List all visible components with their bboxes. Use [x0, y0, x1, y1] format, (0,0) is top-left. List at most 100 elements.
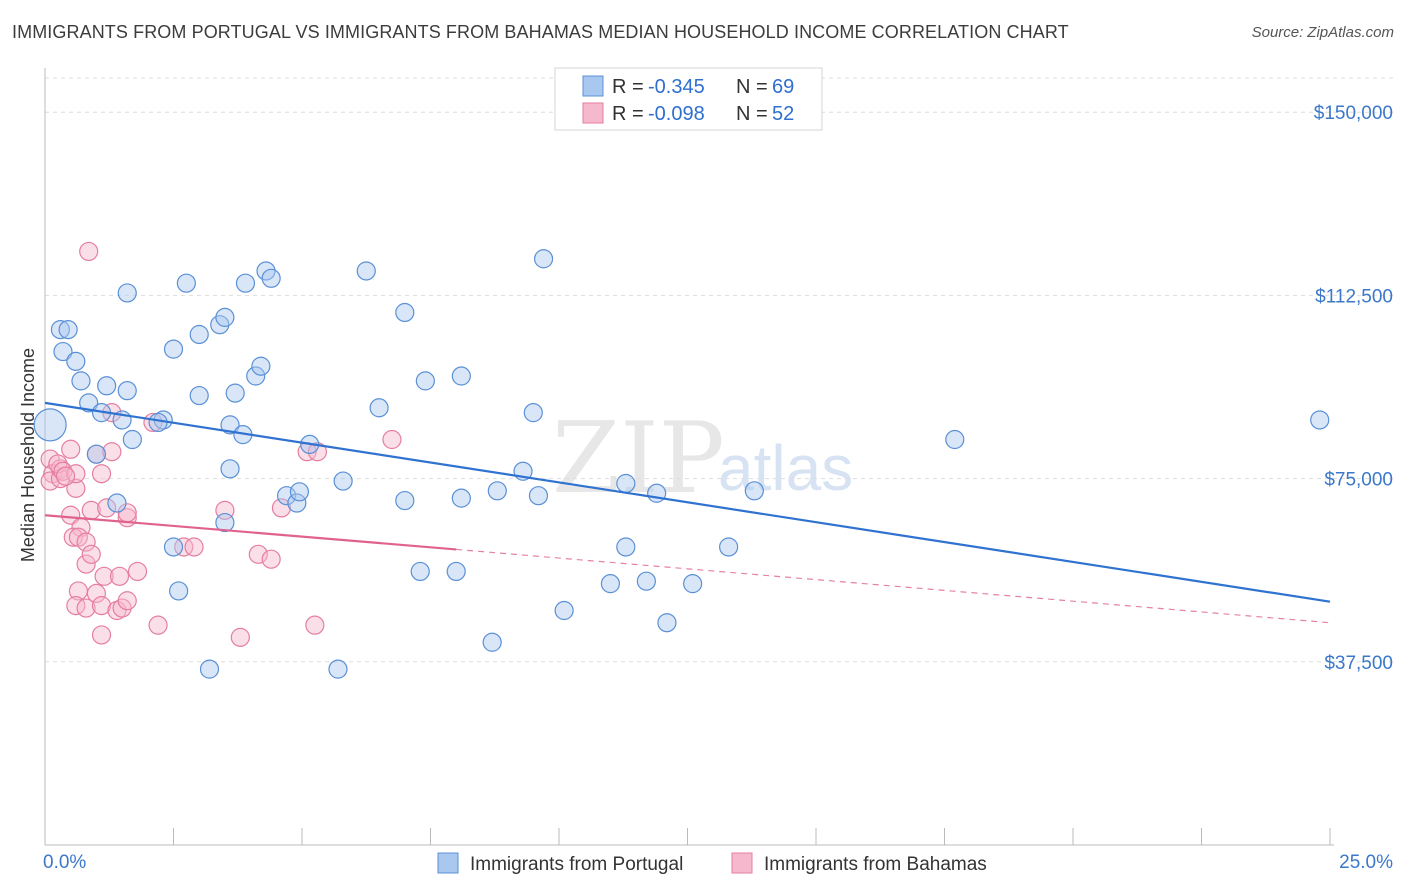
legend-r-value-portugal: -0.345: [648, 76, 705, 98]
point-portugal: [189, 385, 209, 406]
series-bahamas-points: [40, 241, 402, 647]
point-portugal: [528, 486, 549, 506]
point-portugal: [636, 571, 656, 591]
point-portugal: [616, 473, 636, 494]
point-portugal: [945, 429, 965, 450]
point-portugal: [657, 613, 677, 633]
point-bahamas: [107, 600, 127, 621]
point-bahamas: [305, 615, 325, 635]
legend-swatch-portugal: [582, 75, 604, 97]
legend-r-label-bahamas: R =: [612, 103, 644, 125]
point-portugal: [50, 319, 71, 340]
point-bahamas: [79, 241, 99, 262]
point-portugal: [276, 486, 297, 506]
point-bahamas: [174, 537, 194, 557]
series-portugal-points: [33, 249, 1330, 679]
point-bahamas: [76, 598, 96, 618]
point-portugal: [1310, 410, 1330, 430]
trend-line-portugal: [44, 401, 1331, 603]
point-portugal: [616, 537, 636, 557]
point-portugal: [215, 512, 235, 533]
point-bahamas: [230, 627, 250, 647]
point-portugal: [225, 383, 245, 403]
trend-line-bahamas-extension: [456, 548, 1331, 624]
point-portugal: [71, 371, 91, 391]
point-bahamas: [94, 566, 114, 586]
source-link[interactable]: ZipAtlas.com: [1307, 24, 1394, 41]
point-portugal: [289, 482, 310, 502]
point-portugal: [415, 371, 435, 391]
point-bahamas: [81, 544, 101, 564]
point-portugal: [328, 659, 348, 679]
point-portugal: [744, 481, 764, 501]
point-portugal: [235, 273, 256, 293]
point-bahamas: [248, 544, 268, 564]
point-bahamas: [97, 498, 117, 518]
point-bahamas: [117, 591, 137, 611]
trend-line-bahamas: [44, 514, 457, 551]
y-tick-label: $37,500: [1324, 653, 1393, 674]
legend-n-value-bahamas: 52: [772, 103, 794, 125]
point-bahamas: [76, 532, 96, 552]
source-label: Source:: [1251, 24, 1304, 41]
point-portugal: [333, 471, 353, 491]
grid-lines: [45, 77, 1395, 663]
point-portugal: [220, 459, 240, 479]
point-bahamas: [271, 498, 292, 518]
point-portugal: [287, 493, 307, 513]
legend-r-value-bahamas: -0.098: [648, 103, 705, 125]
point-bahamas: [184, 537, 204, 557]
point-portugal: [246, 366, 266, 386]
point-portugal: [117, 381, 137, 401]
legend-n-value-portugal: 69: [772, 76, 794, 98]
y-axis-label: Median Household Income: [18, 348, 38, 562]
point-portugal: [53, 341, 73, 362]
point-portugal: [410, 561, 430, 582]
bottom-legend: Immigrants from Portugal Immigrants from…: [437, 852, 987, 875]
watermark-atlas: atlas: [718, 432, 853, 504]
point-portugal: [395, 490, 415, 511]
legend: R = -0.345 N = 69 R = -0.098 N = 52: [554, 67, 823, 131]
point-portugal: [66, 351, 86, 371]
watermark-zip: ZIP: [552, 402, 725, 516]
point-bahamas: [66, 478, 86, 498]
point-bahamas: [50, 468, 71, 489]
point-bahamas: [63, 527, 83, 547]
trend-lines: [44, 401, 1331, 624]
point-portugal: [86, 444, 107, 464]
point-bahamas: [382, 429, 402, 450]
point-portugal: [199, 659, 220, 679]
point-portugal: [220, 415, 240, 435]
y-tick-label: $112,500: [1315, 286, 1393, 307]
x-tick-labels: 0.0% 25.0%: [43, 852, 1393, 873]
point-portugal: [176, 273, 196, 293]
point-portugal: [122, 429, 142, 450]
point-portugal: [251, 356, 271, 376]
point-portugal: [482, 632, 502, 652]
point-bahamas: [307, 442, 328, 462]
x-tick-label: 25.0%: [1339, 852, 1393, 873]
point-portugal: [369, 398, 389, 418]
point-bahamas: [61, 505, 81, 525]
point-bahamas: [261, 549, 281, 569]
legend-n-label-portugal: N =: [736, 76, 768, 98]
chart-title: IMMIGRANTS FROM PORTUGAL VS IMMIGRANTS F…: [12, 22, 1069, 42]
point-portugal: [58, 319, 78, 340]
point-portugal: [719, 537, 739, 557]
point-portugal: [523, 403, 543, 423]
bottom-legend-swatch-bahamas: [731, 852, 753, 874]
source-attribution: Source: ZipAtlas.com: [1252, 24, 1394, 41]
point-portugal: [169, 581, 189, 601]
point-portugal: [163, 339, 184, 359]
point-portugal: [33, 408, 67, 442]
point-bahamas: [127, 561, 148, 582]
point-portugal: [189, 324, 209, 345]
point-portugal: [446, 561, 466, 582]
point-portugal: [261, 268, 281, 288]
bottom-legend-label-portugal: Immigrants from Portugal: [470, 854, 683, 875]
y-tick-label: $150,000: [1314, 103, 1393, 124]
point-portugal: [215, 307, 235, 327]
point-portugal: [600, 574, 621, 594]
point-bahamas: [91, 596, 112, 616]
